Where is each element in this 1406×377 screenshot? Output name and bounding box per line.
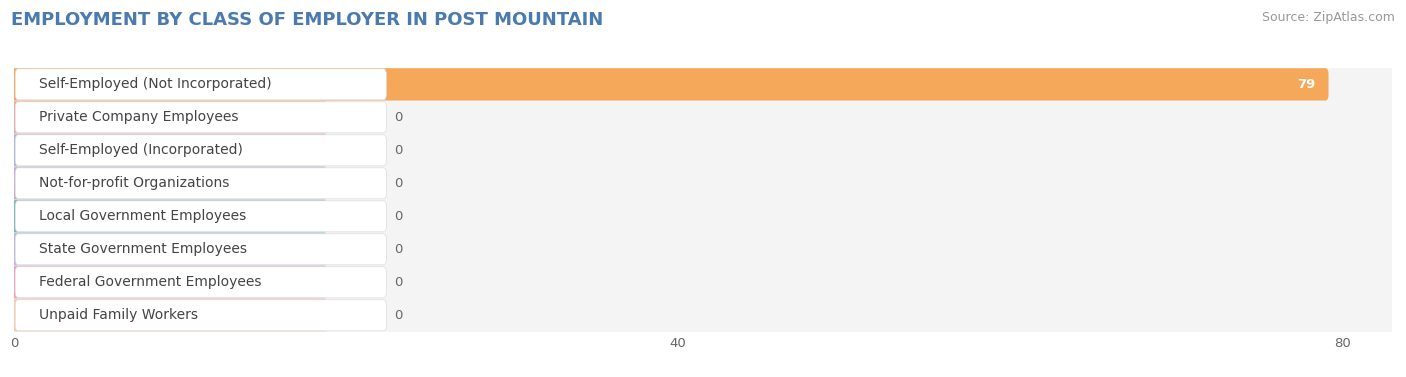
FancyBboxPatch shape [11, 299, 328, 331]
FancyBboxPatch shape [15, 102, 387, 133]
Text: 79: 79 [1298, 78, 1316, 91]
FancyBboxPatch shape [15, 135, 387, 166]
Text: 0: 0 [394, 243, 402, 256]
FancyBboxPatch shape [15, 201, 387, 232]
Text: 0: 0 [394, 309, 402, 322]
Text: State Government Employees: State Government Employees [39, 242, 247, 256]
FancyBboxPatch shape [11, 98, 1395, 137]
Text: EMPLOYMENT BY CLASS OF EMPLOYER IN POST MOUNTAIN: EMPLOYMENT BY CLASS OF EMPLOYER IN POST … [11, 11, 603, 29]
Text: 0: 0 [394, 111, 402, 124]
FancyBboxPatch shape [15, 267, 387, 298]
Text: Local Government Employees: Local Government Employees [39, 209, 246, 223]
Text: Unpaid Family Workers: Unpaid Family Workers [39, 308, 198, 322]
FancyBboxPatch shape [11, 266, 328, 299]
Text: Source: ZipAtlas.com: Source: ZipAtlas.com [1261, 11, 1395, 24]
FancyBboxPatch shape [15, 168, 387, 199]
FancyBboxPatch shape [11, 200, 328, 233]
FancyBboxPatch shape [11, 197, 1395, 236]
FancyBboxPatch shape [11, 296, 1395, 335]
Text: 0: 0 [394, 177, 402, 190]
Text: 0: 0 [394, 276, 402, 289]
FancyBboxPatch shape [11, 164, 1395, 203]
FancyBboxPatch shape [11, 230, 1395, 269]
FancyBboxPatch shape [15, 69, 387, 100]
Text: Federal Government Employees: Federal Government Employees [39, 275, 262, 289]
FancyBboxPatch shape [15, 300, 387, 331]
FancyBboxPatch shape [11, 263, 1395, 302]
Text: 0: 0 [394, 210, 402, 223]
FancyBboxPatch shape [11, 131, 1395, 170]
FancyBboxPatch shape [11, 167, 328, 199]
Text: Self-Employed (Not Incorporated): Self-Employed (Not Incorporated) [39, 77, 271, 91]
Text: 0: 0 [394, 144, 402, 157]
Text: Private Company Employees: Private Company Employees [39, 110, 239, 124]
Text: Not-for-profit Organizations: Not-for-profit Organizations [39, 176, 229, 190]
FancyBboxPatch shape [11, 65, 1395, 104]
FancyBboxPatch shape [11, 101, 328, 133]
FancyBboxPatch shape [11, 233, 328, 265]
FancyBboxPatch shape [11, 134, 328, 167]
FancyBboxPatch shape [11, 68, 1329, 101]
Text: Self-Employed (Incorporated): Self-Employed (Incorporated) [39, 143, 243, 157]
FancyBboxPatch shape [15, 234, 387, 265]
